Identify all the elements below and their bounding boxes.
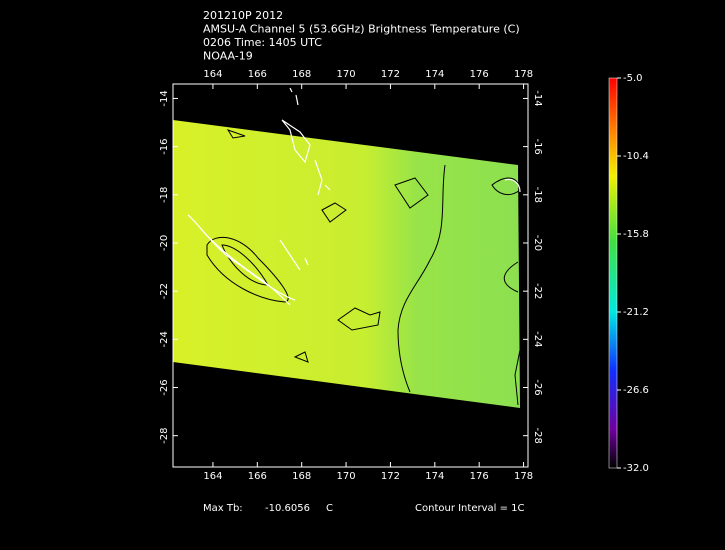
lat-label: -24 xyxy=(159,331,170,347)
colorbar-label: -5.0 xyxy=(623,73,643,84)
header-line: NOAA-19 xyxy=(203,50,253,63)
colorbar xyxy=(608,77,618,469)
lon-label: 168 xyxy=(292,471,311,482)
lon-label: 172 xyxy=(381,69,400,80)
lat-label: -22 xyxy=(532,283,543,299)
lon-label: 174 xyxy=(425,471,444,482)
lon-label: 166 xyxy=(248,69,267,80)
max-label: Max Tb: xyxy=(203,503,243,514)
colorbar-label: -21.2 xyxy=(623,307,649,318)
lat-label: -18 xyxy=(532,187,543,203)
lon-label: 164 xyxy=(203,471,222,482)
lon-label: 168 xyxy=(292,69,311,80)
lat-label: -26 xyxy=(532,379,543,395)
lat-label: -18 xyxy=(159,187,170,203)
lon-label: 178 xyxy=(514,69,533,80)
lon-label: 174 xyxy=(425,69,444,80)
lat-label: -16 xyxy=(159,138,170,154)
swath xyxy=(173,120,520,408)
lat-label: -20 xyxy=(532,235,543,251)
lon-label: 172 xyxy=(381,471,400,482)
header-line: 0206 Time: 1405 UTC xyxy=(203,36,322,49)
header-line: AMSU-A Channel 5 (53.6GHz) Brightness Te… xyxy=(203,23,520,36)
contour-interval: Contour Interval = 1C xyxy=(415,503,525,514)
lat-label: -24 xyxy=(532,331,543,347)
lat-label: -28 xyxy=(159,428,170,444)
max-unit: C xyxy=(326,503,333,514)
lat-label: -14 xyxy=(159,90,170,106)
colorbar-label: -10.4 xyxy=(623,151,649,162)
lon-label: 170 xyxy=(337,69,356,80)
colorbar-label: -26.6 xyxy=(623,385,649,396)
lat-label: -26 xyxy=(159,379,170,395)
lat-label: -28 xyxy=(532,428,543,444)
lon-label: 166 xyxy=(248,471,267,482)
lon-label: 176 xyxy=(470,69,489,80)
lon-label: 164 xyxy=(203,69,222,80)
lat-label: -22 xyxy=(159,283,170,299)
colorbar-label: -15.8 xyxy=(623,229,649,240)
lon-label: 178 xyxy=(514,471,533,482)
lat-label: -16 xyxy=(532,138,543,154)
coastlines xyxy=(187,87,521,306)
max-value: -10.6056 xyxy=(265,503,310,514)
lat-label: -14 xyxy=(532,90,543,106)
lon-label: 176 xyxy=(470,471,489,482)
map-frame xyxy=(172,83,529,468)
colorbar-label: -32.0 xyxy=(623,463,649,474)
lon-label: 170 xyxy=(337,471,356,482)
lat-label: -20 xyxy=(159,235,170,251)
header-line: 201210P 2012 xyxy=(203,9,283,22)
contours xyxy=(206,129,521,406)
